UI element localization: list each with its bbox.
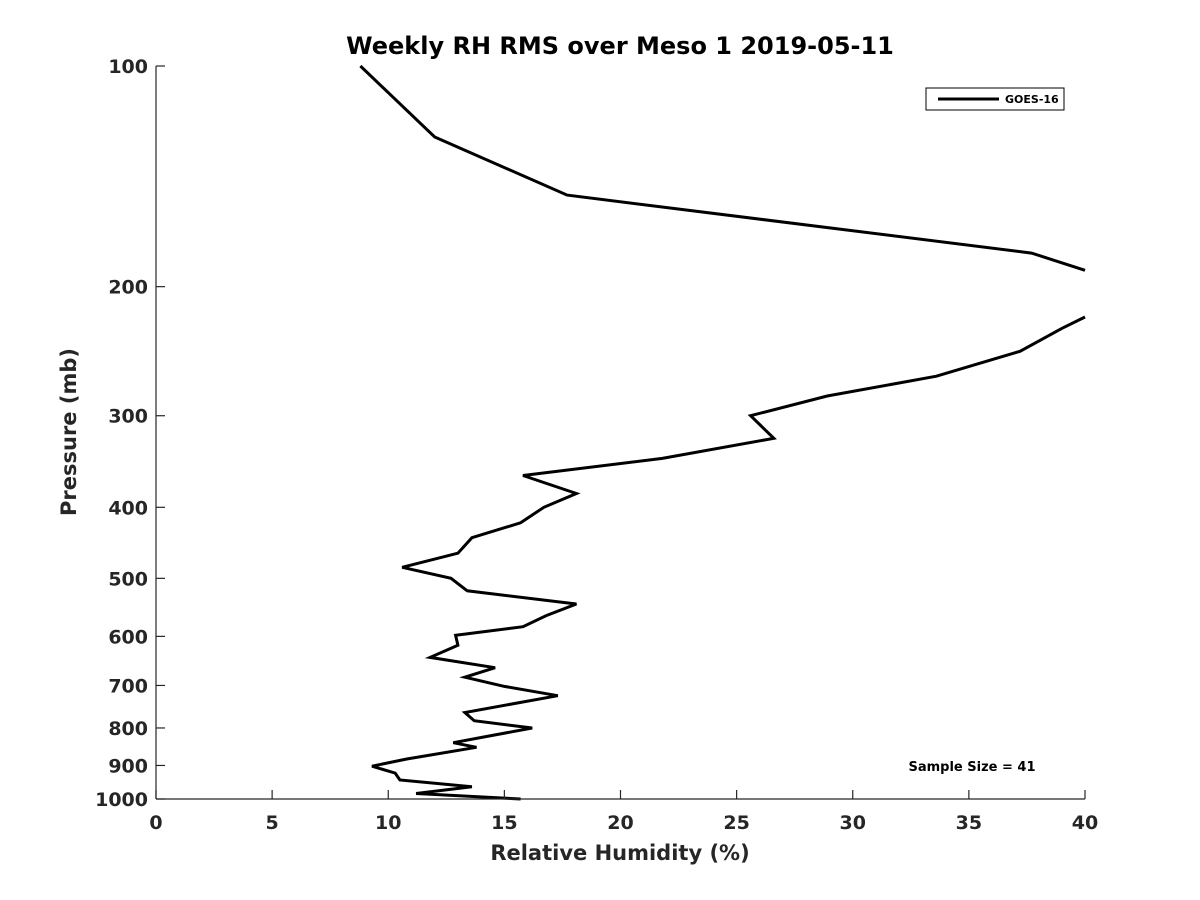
y-tick-label-900: 900 [108, 755, 148, 777]
y-tick-label-100: 100 [108, 56, 148, 78]
legend: GOES-16 [925, 87, 1065, 111]
y-tick-label-300: 300 [108, 406, 148, 428]
y-axis-label: Pressure (mb) [57, 348, 81, 516]
x-tick-label-40: 40 [1072, 812, 1098, 834]
series-line-goes-16-segment-2 [371, 315, 1086, 801]
y-tick-label-1000: 1000 [95, 789, 148, 811]
x-ticks: 0 5 10 15 20 25 30 35 40 [149, 790, 1098, 834]
y-tick-label-800: 800 [108, 718, 148, 740]
x-tick-label-25: 25 [723, 812, 749, 834]
y-tick-label-700: 700 [108, 675, 148, 697]
y-tick-label-500: 500 [108, 568, 148, 590]
y-tick-label-200: 200 [108, 277, 148, 299]
y-tick-label-400: 400 [108, 497, 148, 519]
x-tick-label-15: 15 [491, 812, 517, 834]
legend-label-goes-16: GOES-16 [1005, 93, 1059, 106]
x-tick-label-5: 5 [266, 812, 279, 834]
sample-size-annotation: Sample Size = 41 [908, 760, 1035, 775]
x-tick-label-20: 20 [607, 812, 633, 834]
series-layer [359, 64, 1086, 801]
series-line-goes-16-segment-1 [359, 64, 1086, 272]
y-tick-label-600: 600 [108, 626, 148, 648]
plot-area: 0 5 10 15 20 25 30 35 40 100 200 300 400 500 600 700 80… [95, 56, 1098, 834]
x-tick-label-0: 0 [149, 812, 162, 834]
x-axis-label: Relative Humidity (%) [490, 841, 749, 865]
y-ticks: 100 200 300 400 500 600 700 800 900 1000 [95, 56, 165, 811]
x-tick-label-10: 10 [375, 812, 401, 834]
x-tick-label-35: 35 [956, 812, 982, 834]
x-tick-label-30: 30 [840, 812, 866, 834]
chart-title: Weekly RH RMS over Meso 1 2019-05-11 [346, 32, 894, 60]
